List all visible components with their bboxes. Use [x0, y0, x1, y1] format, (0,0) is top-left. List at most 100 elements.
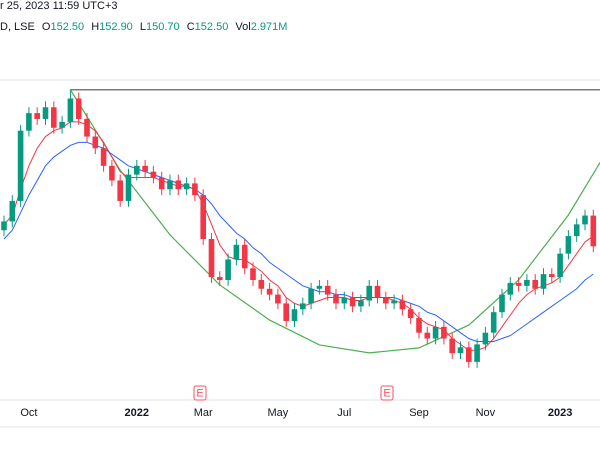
- candle-body: [424, 332, 431, 339]
- candle-body: [573, 224, 580, 237]
- candle-body: [158, 177, 165, 190]
- candle-body: [241, 244, 248, 269]
- candle-body: [134, 165, 140, 175]
- earnings-marker[interactable]: E: [380, 385, 394, 401]
- x-tick-label: Sep: [409, 407, 429, 419]
- vol-value: 2.971M: [251, 21, 288, 33]
- candle-body: [482, 332, 489, 345]
- h-value: 152.90: [99, 21, 133, 33]
- candle-body: [391, 300, 397, 304]
- candle-body: [341, 297, 348, 304]
- ohlc-legend: D, LSE O152.50 H152.90 L150.70 C152.50 V…: [0, 21, 287, 33]
- candle-body: [416, 318, 422, 333]
- candle-body: [283, 303, 289, 321]
- candle-body: [1, 221, 7, 231]
- candle-body: [183, 183, 190, 190]
- candle-body: [291, 309, 298, 321]
- candle-body: [557, 253, 563, 278]
- marker-label: E: [383, 387, 390, 399]
- l-label: L: [140, 21, 146, 33]
- candle-body: [590, 215, 597, 247]
- candle-body: [582, 215, 588, 225]
- x-tick-label: 2023: [548, 407, 572, 419]
- marker-label: E: [196, 387, 203, 399]
- candle-body: [67, 98, 74, 122]
- candle-body: [167, 180, 173, 190]
- candle-body: [515, 282, 522, 286]
- candle-body: [374, 285, 381, 298]
- candle-body: [565, 236, 572, 254]
- h-label: H: [91, 21, 99, 33]
- candle-body: [84, 118, 90, 137]
- candle-body: [26, 113, 32, 131]
- candle-body: [208, 239, 215, 278]
- candle-body: [92, 136, 99, 149]
- candle-body: [324, 285, 331, 295]
- moving-average: [3, 121, 594, 351]
- c-value: 152.50: [195, 21, 229, 33]
- candle-body: [142, 165, 148, 172]
- x-tick-label: Mar: [194, 407, 213, 419]
- candle-body: [490, 312, 497, 333]
- candle-body: [192, 183, 198, 196]
- symbol: D, LSE: [0, 21, 35, 33]
- o-value: 152.50: [50, 21, 84, 33]
- candle-body: [51, 107, 57, 128]
- marker-box: [193, 385, 207, 401]
- candle-body: [466, 347, 472, 362]
- candle-body: [383, 297, 389, 304]
- candle-body: [233, 244, 240, 260]
- marker-box: [380, 385, 394, 401]
- candle-body: [250, 268, 256, 280]
- candle-body: [366, 285, 372, 301]
- candle-body: [316, 285, 323, 289]
- candle-body: [474, 344, 480, 362]
- candle-body: [258, 279, 265, 289]
- candle-body: [540, 274, 547, 289]
- candle-body: [308, 288, 314, 304]
- candle-body: [125, 174, 132, 201]
- candle-body: [175, 180, 182, 190]
- x-tick-label: 2022: [125, 407, 149, 419]
- arc-curve: [69, 89, 600, 354]
- candle-body: [34, 113, 40, 119]
- earnings-marker[interactable]: E: [193, 385, 207, 401]
- candle-body: [42, 107, 49, 119]
- candle-body: [109, 165, 115, 181]
- o-label: O: [42, 21, 51, 33]
- c-label: C: [187, 21, 195, 33]
- x-tick-label: May: [268, 407, 289, 419]
- candle-body: [300, 303, 306, 310]
- candle-body: [9, 200, 16, 222]
- x-tick-label: Jul: [337, 407, 351, 419]
- candle-body: [358, 300, 364, 307]
- candle-body: [457, 347, 464, 354]
- candle-body: [266, 288, 273, 295]
- candle-body: [399, 300, 406, 310]
- candle-body: [549, 274, 555, 278]
- vol-label: Vol: [235, 21, 250, 33]
- candle-body: [17, 130, 24, 201]
- candle-body: [75, 98, 82, 119]
- candle-body: [349, 297, 356, 307]
- x-tick-label: Nov: [476, 407, 496, 419]
- candle-body: [441, 326, 447, 339]
- candle-body: [217, 277, 223, 280]
- l-value: 150.70: [146, 21, 180, 33]
- candle-body: [499, 294, 505, 313]
- candle-body: [524, 279, 530, 286]
- candle-body: [200, 195, 206, 239]
- candle-body: [59, 121, 65, 128]
- candle-body: [225, 259, 231, 280]
- candle-body: [507, 282, 514, 295]
- candle-body: [100, 148, 107, 166]
- moving-average: [3, 141, 594, 342]
- candle-body: [150, 171, 157, 178]
- candle-body: [117, 180, 123, 201]
- candle-body: [333, 294, 339, 304]
- datetime: r 25, 2023 11:59 UTC+3: [0, 0, 118, 12]
- candle-body: [532, 279, 538, 289]
- candle-body: [432, 326, 439, 339]
